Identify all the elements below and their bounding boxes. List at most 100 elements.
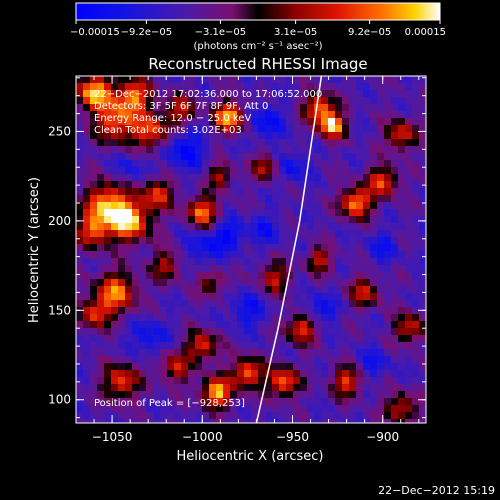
heatmap-cell bbox=[209, 251, 217, 259]
heatmap-cell bbox=[258, 370, 266, 378]
heatmap-cell bbox=[244, 125, 252, 133]
heatmap-cell bbox=[300, 307, 308, 315]
heatmap-cell bbox=[118, 76, 126, 84]
heatmap-cell bbox=[265, 377, 273, 385]
heatmap-cell bbox=[272, 97, 280, 105]
heatmap-cell bbox=[363, 244, 371, 252]
heatmap-cell bbox=[181, 230, 189, 238]
heatmap-cell bbox=[272, 90, 280, 98]
heatmap-cell bbox=[160, 349, 168, 357]
heatmap-cell bbox=[328, 384, 336, 392]
heatmap-cell bbox=[251, 146, 259, 154]
heatmap-cell bbox=[202, 384, 210, 392]
heatmap-cell bbox=[76, 363, 84, 371]
heatmap-cell bbox=[370, 398, 378, 406]
heatmap-cell bbox=[405, 314, 413, 322]
heatmap-cell bbox=[307, 405, 315, 413]
heatmap-cell bbox=[251, 230, 259, 238]
heatmap-cell bbox=[139, 167, 147, 175]
heatmap-cell bbox=[244, 370, 252, 378]
heatmap-cell bbox=[76, 349, 84, 357]
heatmap-cell bbox=[384, 146, 392, 154]
heatmap-cell bbox=[300, 153, 308, 161]
heatmap-cell bbox=[363, 342, 371, 350]
heatmap-cell bbox=[223, 342, 231, 350]
heatmap-cell bbox=[279, 384, 287, 392]
heatmap-cell bbox=[272, 83, 280, 91]
heatmap-cell bbox=[244, 377, 252, 385]
heatmap-cell bbox=[76, 272, 84, 280]
heatmap-cell bbox=[153, 230, 161, 238]
heatmap-cell bbox=[97, 307, 105, 315]
heatmap-cell bbox=[76, 111, 84, 119]
heatmap-cell bbox=[216, 279, 224, 287]
y-axis-label: Heliocentric Y (arcsec) bbox=[27, 177, 42, 323]
heatmap-cell bbox=[195, 146, 203, 154]
heatmap-cell bbox=[370, 160, 378, 168]
heatmap-cell bbox=[279, 286, 287, 294]
heatmap-cell bbox=[363, 132, 371, 140]
heatmap-cell bbox=[104, 202, 112, 210]
heatmap-cell bbox=[370, 153, 378, 161]
heatmap-cell bbox=[104, 223, 112, 231]
heatmap-cell bbox=[342, 167, 350, 175]
heatmap-cell bbox=[405, 384, 413, 392]
heatmap-cell bbox=[244, 335, 252, 343]
heatmap-cell bbox=[349, 265, 357, 273]
heatmap-cell bbox=[104, 132, 112, 140]
heatmap-cell bbox=[153, 132, 161, 140]
heatmap-cell bbox=[174, 293, 182, 301]
heatmap-cell bbox=[195, 111, 203, 119]
heatmap-cell bbox=[412, 335, 420, 343]
heatmap-cell bbox=[153, 293, 161, 301]
heatmap-cell bbox=[223, 83, 231, 91]
heatmap-cell bbox=[125, 195, 133, 203]
heatmap-cell bbox=[195, 83, 203, 91]
heatmap-cell bbox=[244, 188, 252, 196]
heatmap-cell bbox=[209, 321, 217, 329]
heatmap-cell bbox=[412, 90, 420, 98]
heatmap-cell bbox=[195, 139, 203, 147]
heatmap-cell bbox=[146, 202, 154, 210]
heatmap-cell bbox=[321, 139, 329, 147]
heatmap-cell bbox=[146, 293, 154, 301]
heatmap-cell bbox=[104, 97, 112, 105]
heatmap-cell bbox=[237, 160, 245, 168]
heatmap-cell bbox=[391, 237, 399, 245]
heatmap-cell bbox=[356, 139, 364, 147]
heatmap-cell bbox=[356, 167, 364, 175]
heatmap-cell bbox=[279, 307, 287, 315]
heatmap-cell bbox=[132, 209, 140, 217]
heatmap-cell bbox=[265, 160, 273, 168]
heatmap-cell bbox=[111, 111, 119, 119]
heatmap-cell bbox=[272, 188, 280, 196]
heatmap-cell bbox=[202, 279, 210, 287]
heatmap-cell bbox=[139, 286, 147, 294]
heatmap-cell bbox=[335, 167, 343, 175]
heatmap-cell bbox=[363, 328, 371, 336]
heatmap-cell bbox=[174, 167, 182, 175]
heatmap-cell bbox=[342, 251, 350, 259]
heatmap-cell bbox=[279, 167, 287, 175]
heatmap-cell bbox=[370, 363, 378, 371]
heatmap-cell bbox=[370, 314, 378, 322]
heatmap-cell bbox=[419, 265, 426, 273]
heatmap-cell bbox=[111, 328, 119, 336]
heatmap-cell bbox=[293, 405, 301, 413]
heatmap-cell bbox=[384, 391, 392, 399]
heatmap-cell bbox=[265, 181, 273, 189]
heatmap-cell bbox=[419, 202, 426, 210]
heatmap-cell bbox=[83, 251, 91, 259]
heatmap-cell bbox=[356, 349, 364, 357]
heatmap-cell bbox=[209, 286, 217, 294]
heatmap-cell bbox=[146, 279, 154, 287]
heatmap-cell bbox=[349, 111, 357, 119]
heatmap-cell bbox=[412, 328, 420, 336]
detectors-label: Detectors: 3F 5F 6F 7F 8F 9F, Att 0 bbox=[94, 101, 268, 112]
heatmap-cell bbox=[132, 356, 140, 364]
heatmap-cell bbox=[146, 118, 154, 126]
heatmap-cell bbox=[118, 209, 126, 217]
heatmap-cell bbox=[160, 258, 168, 266]
heatmap-cell bbox=[321, 244, 329, 252]
heatmap-cell bbox=[118, 293, 126, 301]
